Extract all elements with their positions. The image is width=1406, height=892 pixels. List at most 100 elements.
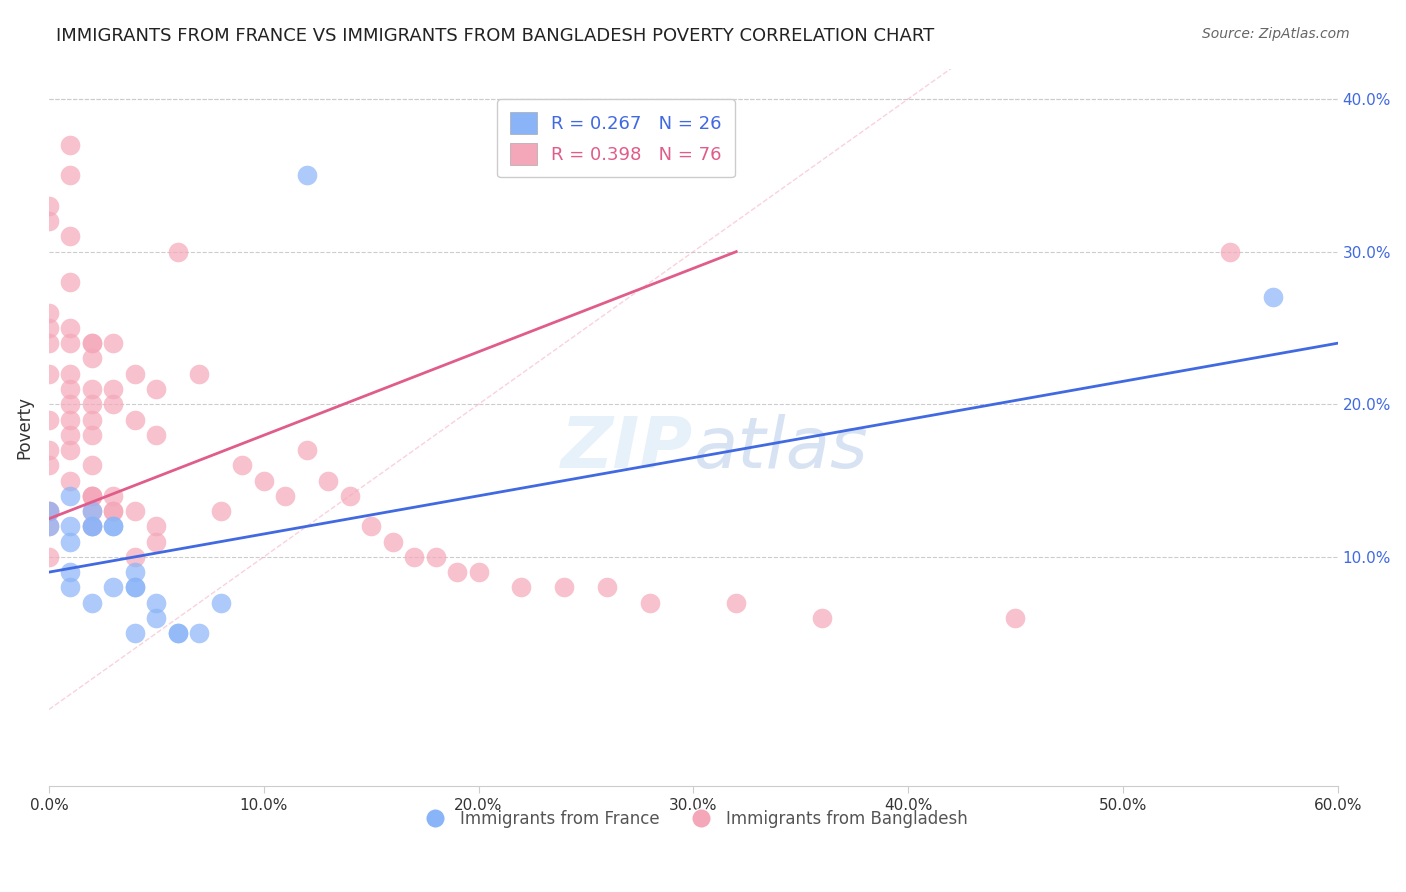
Point bbox=[510, 581, 533, 595]
Point bbox=[103, 519, 125, 533]
Point bbox=[80, 519, 103, 533]
Point bbox=[103, 489, 125, 503]
Point bbox=[725, 596, 748, 610]
Point bbox=[103, 504, 125, 518]
Point bbox=[253, 474, 276, 488]
Point bbox=[145, 519, 167, 533]
Point bbox=[295, 169, 318, 183]
Point bbox=[404, 549, 426, 564]
Point bbox=[145, 534, 167, 549]
Text: ZIP: ZIP bbox=[561, 414, 693, 483]
Point bbox=[38, 519, 60, 533]
Point bbox=[59, 367, 82, 381]
Point bbox=[103, 504, 125, 518]
Point bbox=[124, 565, 146, 579]
Point bbox=[59, 137, 82, 152]
Point bbox=[80, 596, 103, 610]
Point bbox=[80, 397, 103, 411]
Point bbox=[80, 458, 103, 473]
Point bbox=[103, 519, 125, 533]
Point bbox=[38, 504, 60, 518]
Point bbox=[80, 412, 103, 426]
Point bbox=[38, 549, 60, 564]
Point bbox=[166, 626, 188, 640]
Point bbox=[166, 626, 188, 640]
Point bbox=[103, 336, 125, 351]
Point bbox=[59, 169, 82, 183]
Point bbox=[59, 275, 82, 289]
Point bbox=[103, 382, 125, 396]
Text: IMMIGRANTS FROM FRANCE VS IMMIGRANTS FROM BANGLADESH POVERTY CORRELATION CHART: IMMIGRANTS FROM FRANCE VS IMMIGRANTS FRO… bbox=[56, 27, 935, 45]
Point bbox=[59, 427, 82, 442]
Point bbox=[103, 581, 125, 595]
Point bbox=[38, 214, 60, 228]
Point bbox=[124, 626, 146, 640]
Point bbox=[80, 489, 103, 503]
Point bbox=[467, 565, 489, 579]
Point bbox=[59, 412, 82, 426]
Point bbox=[1263, 290, 1285, 304]
Point bbox=[59, 581, 82, 595]
Point bbox=[103, 397, 125, 411]
Text: Source: ZipAtlas.com: Source: ZipAtlas.com bbox=[1202, 27, 1350, 41]
Point bbox=[80, 519, 103, 533]
Point bbox=[80, 427, 103, 442]
Point bbox=[59, 489, 82, 503]
Point bbox=[59, 336, 82, 351]
Point bbox=[360, 519, 382, 533]
Point bbox=[145, 611, 167, 625]
Point bbox=[80, 504, 103, 518]
Point bbox=[59, 397, 82, 411]
Point bbox=[59, 534, 82, 549]
Point bbox=[166, 244, 188, 259]
Point bbox=[209, 596, 232, 610]
Point bbox=[446, 565, 468, 579]
Point bbox=[1004, 611, 1026, 625]
Point bbox=[59, 474, 82, 488]
Point bbox=[596, 581, 619, 595]
Point bbox=[295, 443, 318, 458]
Point bbox=[80, 336, 103, 351]
Point bbox=[811, 611, 834, 625]
Point bbox=[124, 549, 146, 564]
Point bbox=[59, 519, 82, 533]
Point bbox=[38, 321, 60, 335]
Point bbox=[38, 504, 60, 518]
Point bbox=[124, 581, 146, 595]
Point bbox=[38, 367, 60, 381]
Point bbox=[80, 489, 103, 503]
Point bbox=[124, 581, 146, 595]
Point bbox=[145, 382, 167, 396]
Point bbox=[59, 565, 82, 579]
Point bbox=[640, 596, 662, 610]
Point bbox=[124, 504, 146, 518]
Point bbox=[316, 474, 339, 488]
Point bbox=[145, 596, 167, 610]
Point bbox=[59, 382, 82, 396]
Text: atlas: atlas bbox=[693, 414, 868, 483]
Point bbox=[80, 351, 103, 366]
Point bbox=[59, 229, 82, 244]
Point bbox=[38, 306, 60, 320]
Point bbox=[59, 443, 82, 458]
Point bbox=[38, 336, 60, 351]
Point bbox=[274, 489, 297, 503]
Point bbox=[80, 519, 103, 533]
Point bbox=[38, 443, 60, 458]
Point bbox=[231, 458, 253, 473]
Point bbox=[38, 504, 60, 518]
Y-axis label: Poverty: Poverty bbox=[15, 396, 32, 458]
Point bbox=[339, 489, 361, 503]
Point bbox=[209, 504, 232, 518]
Point bbox=[553, 581, 575, 595]
Point bbox=[80, 489, 103, 503]
Point bbox=[188, 367, 211, 381]
Point bbox=[38, 199, 60, 213]
Point bbox=[38, 458, 60, 473]
Point bbox=[381, 534, 404, 549]
Point bbox=[145, 427, 167, 442]
Point bbox=[124, 412, 146, 426]
Point bbox=[188, 626, 211, 640]
Point bbox=[80, 336, 103, 351]
Point bbox=[38, 519, 60, 533]
